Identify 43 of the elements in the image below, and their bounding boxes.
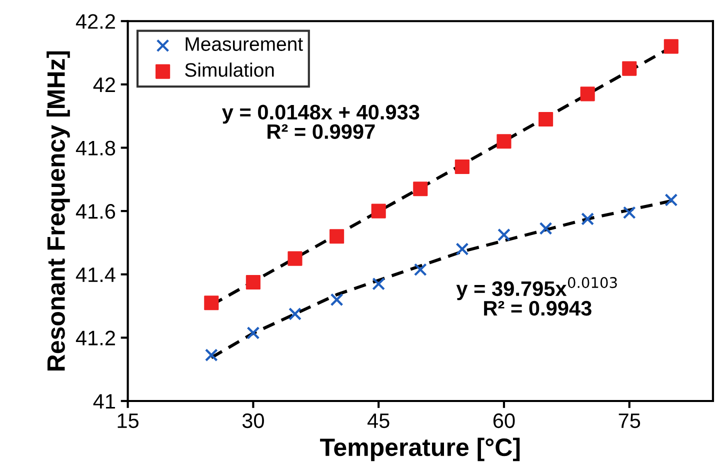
y-tick-label: 41.4	[76, 268, 116, 282]
annotation: y = 0.0148x + 40.933 R² = 0.9997	[222, 104, 420, 139]
point	[664, 39, 678, 54]
point	[246, 274, 260, 290]
point	[204, 296, 219, 310]
point	[539, 222, 552, 235]
point	[330, 293, 344, 306]
y-tick-label: 42.2	[76, 14, 115, 29]
point	[622, 61, 637, 76]
y-tick-label: 41.2	[76, 330, 115, 346]
point	[288, 251, 302, 266]
y-tick-label: 41.6	[76, 204, 116, 219]
x-axis-title: Temperature [°C]	[320, 438, 520, 462]
point	[538, 112, 554, 127]
x-tick-label: 60	[493, 413, 515, 428]
y-tick-label: 41.8	[76, 140, 116, 156]
legend-label: Measurement	[186, 37, 303, 51]
x-tick-label: 15	[118, 414, 139, 428]
point	[204, 348, 218, 362]
point	[580, 86, 595, 102]
y-tick-label: 41	[93, 394, 115, 409]
point	[664, 193, 678, 206]
point	[246, 326, 260, 340]
point	[413, 182, 428, 196]
point	[496, 134, 512, 149]
legend-label: Simulation	[185, 62, 274, 77]
point	[622, 206, 636, 220]
y-axis-title: Resonant Frequency [MHz]	[46, 51, 70, 370]
point	[288, 307, 302, 320]
point	[414, 263, 427, 276]
point	[581, 212, 594, 226]
point	[371, 204, 386, 218]
point	[330, 229, 344, 244]
line-series	[210, 199, 673, 360]
annotation: y = 39.795x$^{0.0103}$ R² = 0.9943	[456, 277, 617, 316]
y-tick-label: 42	[93, 77, 115, 92]
point	[454, 159, 470, 174]
x-tick-label: 75	[618, 414, 640, 428]
point	[456, 242, 469, 256]
x-tick-label: 30	[242, 413, 264, 428]
point	[497, 228, 510, 242]
point	[372, 277, 386, 290]
x-tick-label: 45	[367, 414, 390, 428]
